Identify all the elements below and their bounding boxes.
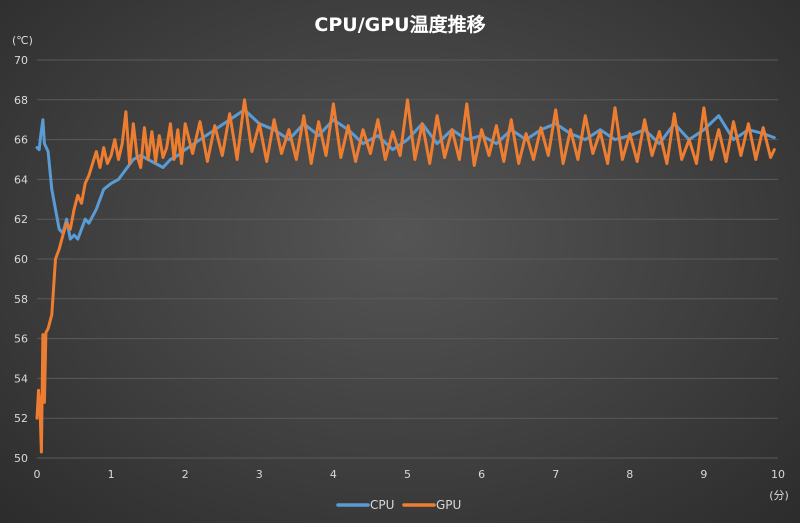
legend-label-cpu: CPU <box>370 498 394 512</box>
series-layer <box>35 98 776 454</box>
x-tick-label: 9 <box>700 468 707 481</box>
series-line-cpu <box>35 108 776 241</box>
y-tick-label: 58 <box>14 293 28 306</box>
y-axis-ticks: 50 52 54 56 58 60 62 64 66 68 70 <box>14 54 28 465</box>
y-tick-label: 62 <box>14 213 28 226</box>
y-tick-label: 50 <box>14 452 28 465</box>
y-tick-label: 68 <box>14 94 28 107</box>
legend: CPU GPU <box>336 498 461 512</box>
x-tick-label: 5 <box>404 468 411 481</box>
x-tick-label: 6 <box>478 468 485 481</box>
x-axis-unit: (分) <box>769 489 789 502</box>
y-axis-unit: (℃) <box>12 34 33 47</box>
y-tick-label: 66 <box>14 134 28 147</box>
chart-title: CPU/GPU温度推移 <box>314 13 485 36</box>
y-tick-label: 56 <box>14 333 28 346</box>
y-tick-label: 70 <box>14 54 28 67</box>
x-tick-label: 2 <box>182 468 189 481</box>
series-line-gpu <box>35 98 776 454</box>
x-tick-label: 7 <box>552 468 559 481</box>
x-axis-ticks: 0 1 2 3 4 5 6 7 8 9 10 <box>34 468 786 481</box>
y-tick-label: 64 <box>14 173 28 186</box>
x-tick-label: 3 <box>256 468 263 481</box>
legend-label-gpu: GPU <box>436 498 461 512</box>
y-tick-label: 52 <box>14 412 28 425</box>
x-tick-label: 8 <box>626 468 633 481</box>
x-tick-label: 0 <box>34 468 41 481</box>
x-tick-label: 1 <box>108 468 115 481</box>
y-tick-label: 60 <box>14 253 28 266</box>
y-tick-label: 54 <box>14 372 28 385</box>
x-tick-label: 10 <box>771 468 785 481</box>
gridlines <box>37 59 778 459</box>
x-tick-label: 4 <box>330 468 337 481</box>
